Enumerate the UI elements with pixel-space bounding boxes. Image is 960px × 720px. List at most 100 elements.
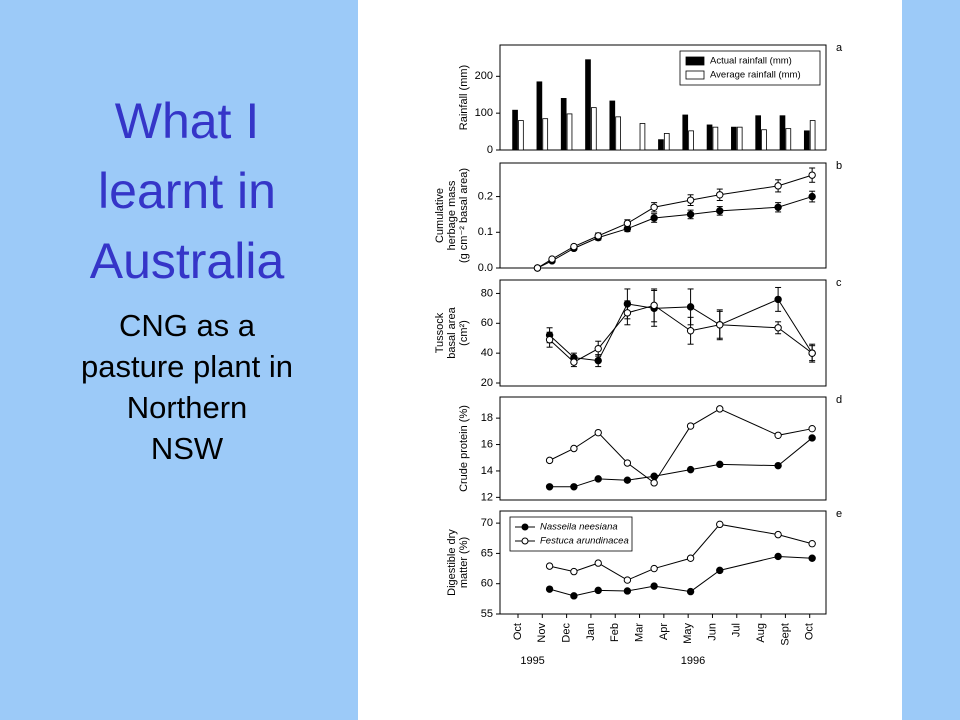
plot-frame [499,510,827,615]
data-point [808,540,816,548]
bar [615,116,621,151]
bar [736,126,743,151]
data-point [570,567,578,576]
x-tick-label: Sept [779,623,791,646]
data-point [594,475,602,483]
slide-title: Australia [90,233,285,289]
legend-swatch [685,56,705,66]
y-tick-label: 60 [481,578,493,590]
data-point [594,428,602,437]
data-point [686,303,695,311]
data-point [808,424,816,433]
panel-label: b [836,160,842,172]
panel-label: a [836,42,843,54]
data-point [623,219,632,228]
legend-label: Festuca arundinacea [540,536,629,547]
x-tick-label: May [682,623,694,644]
data-point [808,434,816,442]
series-line [537,174,813,269]
data-point [774,182,782,190]
x-tick-label: Dec [561,623,573,643]
legend-marker [521,523,529,531]
plot-frame [499,396,827,501]
bar [785,128,792,151]
slide-subtitle: Northern [127,390,248,425]
y-tick-label: 12 [481,491,493,503]
bar [663,133,670,151]
x-tick-label: Jan [585,623,597,641]
year-label: 1996 [681,655,705,667]
data-point [716,460,724,469]
bar [731,126,737,151]
data-point [570,242,578,251]
bar [761,129,767,151]
data-point [686,196,695,204]
y-axis-label: Rainfall (mm) [458,65,470,130]
x-tick-label: Oct [804,623,816,640]
data-point [774,461,782,470]
data-point [570,592,578,600]
data-point [623,576,632,584]
y-tick-label: 0 [487,144,493,156]
series-line [549,298,813,362]
data-point [686,587,695,596]
data-point [774,552,782,561]
x-tick-label: Jun [706,623,718,641]
y-tick-label: 16 [481,438,493,450]
y-tick-label: 18 [481,412,493,424]
data-point [774,431,782,439]
bar [755,115,762,151]
bar [658,139,664,151]
y-axis-label: (cm²) [458,320,470,346]
slide-subtitle: pasture plant in [81,349,293,384]
panel-label: e [836,508,842,520]
y-axis-label: herbage mass [446,180,458,250]
slide-subtitle: CNG as a [119,308,256,343]
y-tick-label: 0.2 [478,190,493,202]
data-point [686,465,695,474]
legend-label: Average rainfall (mm) [710,70,801,81]
data-point [594,356,602,365]
legend-marker [521,537,529,545]
data-point [623,459,632,467]
data-point [716,321,724,329]
x-tick-label: Jul [731,623,743,637]
y-tick-label: 40 [481,347,493,359]
data-point [716,405,724,413]
bar [712,126,719,151]
y-axis-label: Tussock [434,312,446,353]
x-tick-label: Aug [755,623,767,643]
bar [542,118,549,151]
data-point [570,444,578,453]
data-point [545,336,554,344]
bar [560,98,567,151]
left-panel [0,0,358,720]
data-point [650,203,658,211]
y-axis-label: (g cm⁻² basal area) [458,168,470,263]
data-point [548,255,556,263]
x-tick-label: Mar [633,623,645,642]
data-point [650,301,658,310]
data-point [774,324,782,332]
y-axis-label: basal area [446,306,458,358]
bar [518,120,524,151]
data-point [570,358,578,366]
y-tick-label: 60 [481,317,493,329]
y-tick-label: 55 [481,608,493,620]
series-line [549,304,813,363]
y-axis-label: Digestible dry [446,529,458,596]
series-line [537,196,813,269]
year-label: 1995 [520,655,544,667]
data-point [686,327,695,335]
data-point [774,530,782,539]
panel-label: d [836,394,842,406]
right-panel [902,0,960,720]
y-tick-label: 0.0 [478,262,493,274]
bar [803,130,810,151]
series-line [549,555,813,597]
data-point [570,483,578,491]
data-point [716,520,724,529]
data-point [686,422,695,430]
